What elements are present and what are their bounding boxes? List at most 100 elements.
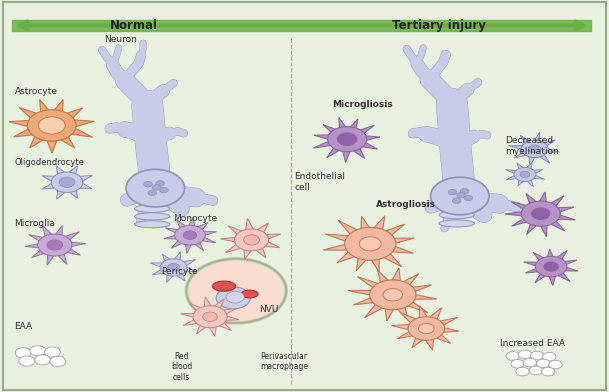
Ellipse shape bbox=[439, 211, 474, 219]
Circle shape bbox=[537, 359, 550, 368]
Circle shape bbox=[152, 185, 161, 190]
Text: Tertiary injury: Tertiary injury bbox=[392, 19, 485, 32]
Text: Perivascular
macrophage: Perivascular macrophage bbox=[261, 352, 309, 371]
Circle shape bbox=[523, 358, 537, 367]
Circle shape bbox=[183, 231, 197, 240]
Circle shape bbox=[544, 262, 558, 271]
Polygon shape bbox=[509, 132, 560, 165]
Circle shape bbox=[516, 367, 529, 376]
Circle shape bbox=[529, 145, 541, 153]
Text: Oligodendrocyte: Oligodendrocyte bbox=[15, 158, 85, 167]
Polygon shape bbox=[181, 297, 239, 336]
Circle shape bbox=[543, 352, 556, 361]
Circle shape bbox=[518, 350, 532, 359]
Circle shape bbox=[193, 306, 227, 328]
Circle shape bbox=[59, 177, 75, 187]
Circle shape bbox=[186, 259, 286, 323]
Circle shape bbox=[160, 259, 187, 276]
Circle shape bbox=[511, 359, 524, 368]
Ellipse shape bbox=[241, 290, 258, 298]
FancyArrowPatch shape bbox=[19, 22, 583, 29]
Circle shape bbox=[535, 256, 567, 277]
Text: Red
blood
cells: Red blood cells bbox=[171, 352, 192, 382]
Circle shape bbox=[337, 133, 357, 145]
Polygon shape bbox=[42, 166, 93, 199]
Circle shape bbox=[541, 367, 555, 376]
Circle shape bbox=[175, 225, 205, 245]
Polygon shape bbox=[24, 225, 86, 265]
Circle shape bbox=[216, 287, 250, 309]
Circle shape bbox=[27, 110, 76, 141]
Circle shape bbox=[521, 201, 560, 226]
Text: Microglia: Microglia bbox=[15, 219, 55, 228]
Circle shape bbox=[226, 291, 244, 303]
Circle shape bbox=[44, 347, 60, 357]
Text: Increased EAA: Increased EAA bbox=[501, 339, 565, 348]
Circle shape bbox=[148, 190, 157, 196]
Text: Neuron: Neuron bbox=[104, 35, 137, 44]
Text: Endothelial
cell: Endothelial cell bbox=[294, 172, 345, 192]
Circle shape bbox=[35, 355, 51, 365]
Polygon shape bbox=[505, 163, 544, 187]
Circle shape bbox=[19, 356, 35, 366]
Circle shape bbox=[167, 263, 180, 271]
Circle shape bbox=[529, 366, 543, 375]
Circle shape bbox=[460, 189, 469, 194]
Circle shape bbox=[514, 167, 536, 181]
Text: Astrogliosis: Astrogliosis bbox=[376, 200, 437, 209]
Polygon shape bbox=[524, 249, 578, 286]
Circle shape bbox=[51, 172, 83, 192]
Circle shape bbox=[530, 351, 544, 360]
Circle shape bbox=[452, 198, 461, 203]
Circle shape bbox=[38, 234, 72, 256]
Polygon shape bbox=[505, 192, 576, 237]
Circle shape bbox=[521, 140, 548, 158]
Circle shape bbox=[464, 195, 473, 201]
Text: Normal: Normal bbox=[110, 19, 158, 32]
Polygon shape bbox=[323, 216, 414, 272]
Circle shape bbox=[156, 181, 164, 186]
Circle shape bbox=[549, 360, 562, 369]
Text: Decreased
myelination: Decreased myelination bbox=[505, 136, 559, 156]
Text: NVU: NVU bbox=[259, 305, 278, 314]
Text: Microgliosis: Microgliosis bbox=[332, 100, 393, 109]
Circle shape bbox=[38, 117, 65, 134]
Ellipse shape bbox=[135, 221, 170, 228]
Polygon shape bbox=[392, 305, 459, 350]
Circle shape bbox=[370, 280, 416, 310]
Text: Monocyte: Monocyte bbox=[174, 214, 217, 223]
Polygon shape bbox=[348, 268, 437, 321]
Text: Pericyte: Pericyte bbox=[161, 267, 198, 276]
Circle shape bbox=[383, 289, 403, 301]
Circle shape bbox=[15, 348, 31, 358]
Circle shape bbox=[532, 208, 550, 220]
Circle shape bbox=[506, 352, 519, 360]
Circle shape bbox=[418, 323, 434, 334]
Circle shape bbox=[30, 346, 46, 356]
Circle shape bbox=[50, 356, 66, 367]
Ellipse shape bbox=[439, 220, 474, 227]
Circle shape bbox=[328, 127, 367, 152]
Circle shape bbox=[359, 237, 381, 251]
Ellipse shape bbox=[135, 213, 170, 220]
Text: EAA: EAA bbox=[15, 322, 33, 331]
Polygon shape bbox=[150, 252, 197, 282]
Circle shape bbox=[431, 177, 489, 215]
Polygon shape bbox=[220, 219, 281, 260]
Ellipse shape bbox=[213, 281, 236, 291]
Circle shape bbox=[244, 235, 259, 245]
Polygon shape bbox=[314, 118, 380, 162]
Circle shape bbox=[408, 317, 445, 340]
Circle shape bbox=[47, 240, 63, 250]
Circle shape bbox=[448, 189, 457, 195]
Circle shape bbox=[126, 169, 185, 207]
Circle shape bbox=[234, 229, 269, 251]
Circle shape bbox=[520, 171, 530, 178]
Circle shape bbox=[203, 312, 217, 321]
Polygon shape bbox=[9, 100, 94, 153]
Ellipse shape bbox=[135, 205, 170, 212]
Polygon shape bbox=[164, 218, 216, 254]
Circle shape bbox=[457, 192, 465, 198]
Text: Astrocyte: Astrocyte bbox=[15, 87, 58, 96]
Circle shape bbox=[160, 187, 168, 193]
